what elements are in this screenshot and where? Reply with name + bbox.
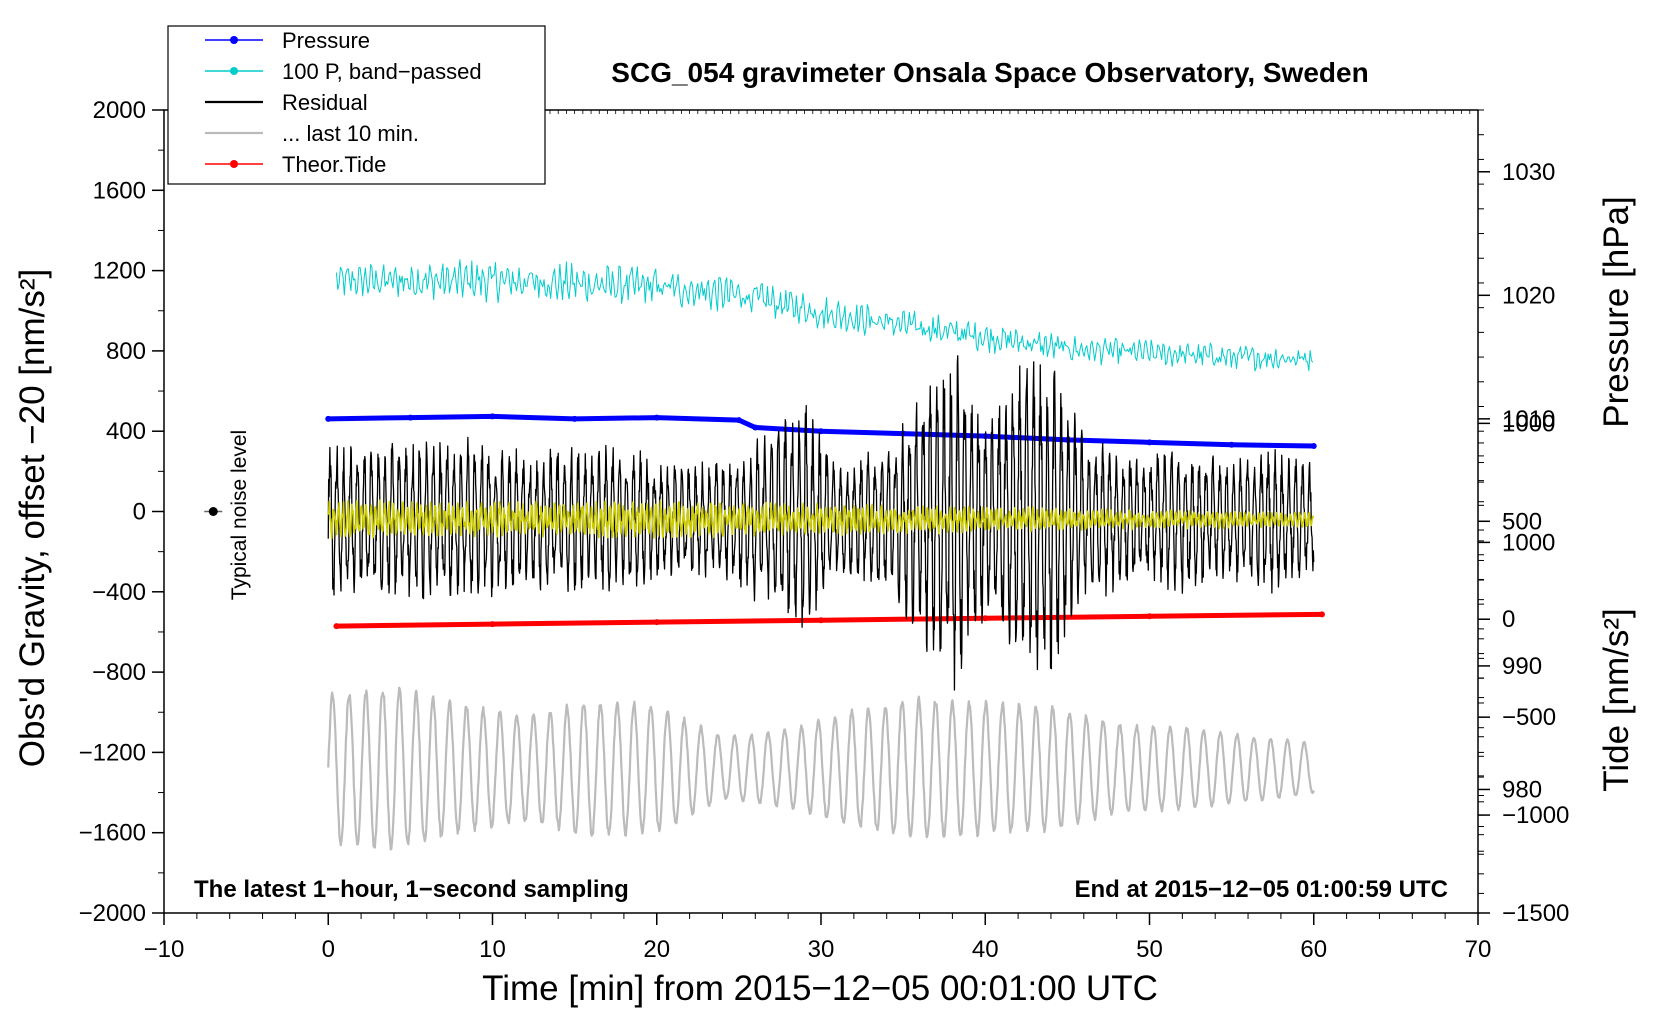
legend-label: Pressure (282, 28, 370, 53)
x-tick-label: 60 (1300, 936, 1327, 963)
series-100-p-band-passed (335, 259, 1314, 372)
pressure-tick-label: 1020 (1502, 282, 1555, 309)
pressure-tick-label: 1000 (1502, 529, 1555, 556)
y-tick-label: −400 (92, 579, 146, 606)
noise-annotation: Typical noise level (228, 430, 251, 600)
noise-marker (208, 507, 218, 516)
tide-tick-label: −500 (1502, 704, 1556, 731)
series-point-pressure (571, 415, 578, 422)
y-tick-label: −1200 (79, 739, 146, 766)
series-point-pressure (1228, 441, 1235, 448)
legend: Pressure 100 P, band−passed Residual ... la… (167, 25, 546, 185)
annotation-bottom-right: End at 2015−12−05 01:00:59 UTC (1074, 876, 1448, 903)
series-last-10-min (327, 686, 1315, 851)
series-residual-yellow-smoothed (327, 499, 1315, 540)
y-tick-label: −2000 (79, 900, 146, 927)
tide-tick-label: 500 (1502, 508, 1542, 535)
y-tick-label: 400 (106, 418, 146, 445)
legend-label: Residual (282, 90, 368, 115)
series-point-theor-tide (982, 615, 989, 622)
series-point-theor-tide (818, 617, 824, 624)
y-tick-label: 800 (106, 338, 146, 365)
annotation-bottom-left: The latest 1−hour, 1−second sampling (194, 876, 629, 903)
series-point-theor-tide (333, 623, 340, 630)
series-point-pressure (653, 414, 660, 421)
tide-tick-label: 1000 (1502, 410, 1555, 437)
tide-tick-label: −1500 (1502, 900, 1569, 927)
series-point-pressure (1146, 439, 1153, 446)
pressure-tick-label: 1030 (1502, 159, 1555, 186)
series-point-theor-tide (489, 621, 496, 628)
series-theor-tide (333, 611, 1325, 629)
series-point-pressure (489, 413, 496, 420)
legend-marker-pressure (230, 36, 238, 44)
y-axis-label-left: Obs'd Gravity, offset −20 [nm/s²] (13, 269, 52, 768)
x-tick-label: 10 (479, 936, 506, 963)
legend-label: Theor.Tide (282, 152, 386, 177)
axis-layer: −10 0 10 20 30 40 50 60 702000160012008004000−40… (79, 97, 1570, 963)
legend-marker-100-p-band-passed (230, 67, 238, 75)
pressure-tick-label: 1010 (1502, 406, 1555, 433)
y-tick-label: 1600 (93, 177, 146, 204)
series-point-theor-tide (653, 619, 660, 626)
x-tick-label: 30 (808, 936, 835, 963)
y-tick-label: −1600 (79, 820, 146, 847)
series-point-theor-tide (1146, 613, 1153, 620)
legend-label: ... last 10 min. (282, 121, 419, 146)
series-point-pressure (407, 414, 414, 421)
y-tick-label: 2000 (93, 97, 146, 124)
chart-title: SCG_054 gravimeter Onsala Space Observat… (611, 57, 1368, 88)
x-tick-label: −10 (144, 936, 185, 963)
tide-tick-label: 0 (1502, 606, 1515, 633)
series-pressure (325, 413, 1317, 449)
x-axis-label: Time [min] from 2015−12−05 00:01:00 UTC (482, 969, 1158, 1008)
x-tick-label: 40 (972, 936, 999, 963)
pressure-tick-label: 980 (1502, 776, 1542, 803)
pressure-tick-label: 990 (1502, 653, 1542, 680)
y-tick-label: 1200 (93, 258, 146, 285)
x-tick-label: 50 (1136, 936, 1163, 963)
series-point-pressure (735, 417, 742, 424)
series-point-pressure (752, 424, 759, 431)
legend-label: 100 P, band−passed (282, 59, 482, 84)
series-point-pressure (1310, 443, 1317, 450)
x-tick-label: 20 (643, 936, 670, 963)
tide-tick-label: −1000 (1502, 802, 1569, 829)
series-point-pressure (325, 415, 332, 422)
y-tick-label: −800 (92, 659, 146, 686)
legend-marker-theor-tide (230, 160, 238, 168)
series-layer (325, 259, 1325, 851)
legend-frame (167, 25, 546, 185)
x-tick-label: 0 (322, 936, 335, 963)
y-tick-label: 0 (133, 499, 146, 526)
y-axis-label-tide: Tide [nm/s²] (1597, 608, 1636, 791)
y-axis-label-pressure: Pressure [hPa] (1597, 196, 1636, 428)
legend-items: Pressure 100 P, band−passed Residual ... la… (205, 28, 482, 177)
x-tick-label: 70 (1465, 936, 1492, 963)
series-residual (327, 355, 1315, 691)
series-point-theor-tide (1318, 611, 1325, 618)
